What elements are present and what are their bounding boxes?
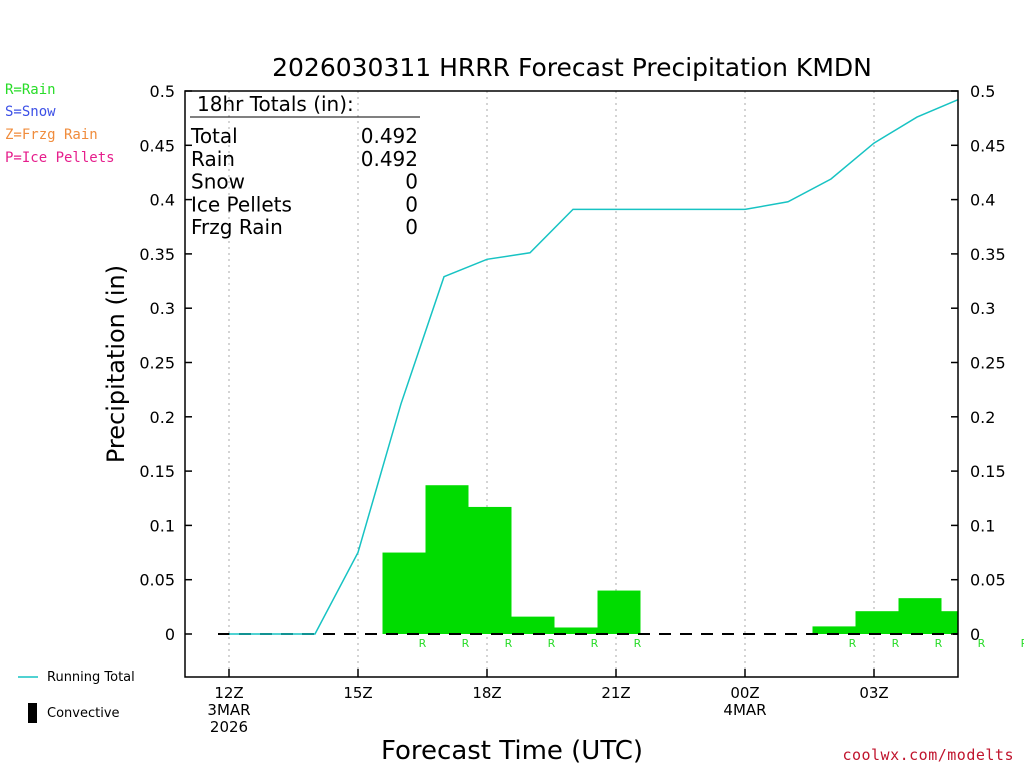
x-tick-label: 03Z (859, 684, 888, 702)
legend-convective-label: Convective (47, 706, 120, 721)
x-tick-label: 18Z (472, 684, 501, 702)
precip-bar (554, 627, 598, 634)
x-tick-label: 12Z (214, 684, 243, 702)
y-tick-label-left: 0 (165, 625, 175, 644)
precip-bar (597, 590, 641, 634)
y-tick-label-left: 0.2 (150, 408, 175, 427)
ptype-key-rain: R=Rain (5, 82, 56, 98)
y-tick-label-left: 0.5 (150, 82, 175, 101)
x-tick-label: 21Z (601, 684, 630, 702)
ptype-label: R (978, 637, 986, 650)
running-total-line (229, 99, 959, 635)
x-tick-label: 4MAR (723, 701, 766, 719)
y-tick-label-right: 0.5 (970, 82, 995, 101)
ptype-label: R (419, 637, 427, 650)
x-tick-label: 2026 (210, 718, 248, 736)
running-total-line-group (229, 99, 959, 635)
vertical-grid (228, 91, 875, 677)
y-axis-ticks: 0 00.05 0.050.1 0.10.15 0.150.2 0.20.25 0.250.… (139, 82, 1005, 644)
precip-bar (855, 611, 899, 634)
ptype-key-ice-pellets: P=Ice Pellets (5, 150, 115, 166)
y-tick-label-left: 0.05 (139, 571, 175, 590)
totals-row-label: Snow (191, 170, 245, 194)
y-tick-label-right: 0.35 (970, 245, 1006, 264)
y-tick-label-left: 0.4 (150, 191, 175, 210)
ptype-label: R (591, 637, 599, 650)
legend-running-total-label: Running Total (47, 670, 135, 685)
chart-title: 2026030311 HRRR Forecast Precipitation K… (272, 53, 872, 82)
x-tick-label: 3MAR (207, 701, 250, 719)
totals-row-value: 0 (405, 192, 418, 216)
precip-bar (468, 506, 512, 634)
precip-bars (382, 485, 958, 634)
y-tick-label-left: 0.3 (150, 299, 175, 318)
y-tick-label-right: 0.4 (970, 191, 995, 210)
ptype-label: R (849, 637, 857, 650)
y-tick-label-left: 0.25 (139, 354, 175, 373)
totals-row-value: 0 (405, 215, 418, 239)
ptype-label: R (1021, 637, 1024, 650)
y-tick-label-right: 0.25 (970, 354, 1006, 373)
ptype-label: R (462, 637, 470, 650)
plot-frame (184, 90, 959, 678)
ptype-label: R (505, 637, 513, 650)
totals-box: 18hr Totals (in): Total 0.492 Rain 0.492 Snow… (190, 92, 420, 239)
y-tick-label-right: 0.15 (970, 462, 1006, 481)
precip-bar (941, 611, 958, 634)
legend-convective-swatch (28, 703, 37, 723)
precip-bar (511, 616, 555, 634)
y-tick-label-left: 0.1 (150, 516, 175, 535)
y-tick-label-right: 0.3 (970, 299, 995, 318)
x-axis-label: Forecast Time (UTC) (381, 736, 643, 766)
ptype-labels: RRRRRRRRRRR (419, 637, 1024, 650)
y-tick-label-right: 0 (970, 625, 980, 644)
y-axis-label: Precipitation (in) (102, 265, 130, 463)
ptype-label: R (548, 637, 556, 650)
totals-row-label: Frzg Rain (191, 215, 283, 239)
ptype-label: R (892, 637, 900, 650)
precip-bar (898, 598, 942, 634)
y-tick-label-right: 0.2 (970, 408, 995, 427)
totals-row-value: 0 (405, 170, 418, 194)
ptype-label: R (935, 637, 943, 650)
precip-bar (382, 552, 426, 634)
totals-header: 18hr Totals (in): (197, 92, 354, 116)
y-tick-label-left: 0.35 (139, 245, 175, 264)
y-tick-label-right: 0.05 (970, 571, 1006, 590)
precip-bar (812, 626, 856, 634)
totals-row-label: Ice Pellets (191, 192, 292, 216)
y-tick-label-left: 0.45 (139, 136, 175, 155)
totals-row-value: 0.492 (361, 147, 418, 171)
precip-bar (425, 485, 469, 634)
totals-row-label: Rain (191, 147, 235, 171)
totals-row-value: 0.492 (361, 124, 418, 148)
x-tick-label: 15Z (343, 684, 372, 702)
totals-row-label: Total (190, 124, 238, 148)
y-tick-label-left: 0.15 (139, 462, 175, 481)
ptype-key-snow: S=Snow (5, 104, 56, 120)
ptype-label: R (634, 637, 642, 650)
watermark: coolwx.com/modelts (842, 746, 1014, 764)
y-tick-label-right: 0.45 (970, 136, 1006, 155)
y-tick-label-right: 0.1 (970, 516, 995, 535)
ptype-key-frzg-rain: Z=Frzg Rain (5, 127, 98, 143)
x-tick-label: 00Z (730, 684, 759, 702)
